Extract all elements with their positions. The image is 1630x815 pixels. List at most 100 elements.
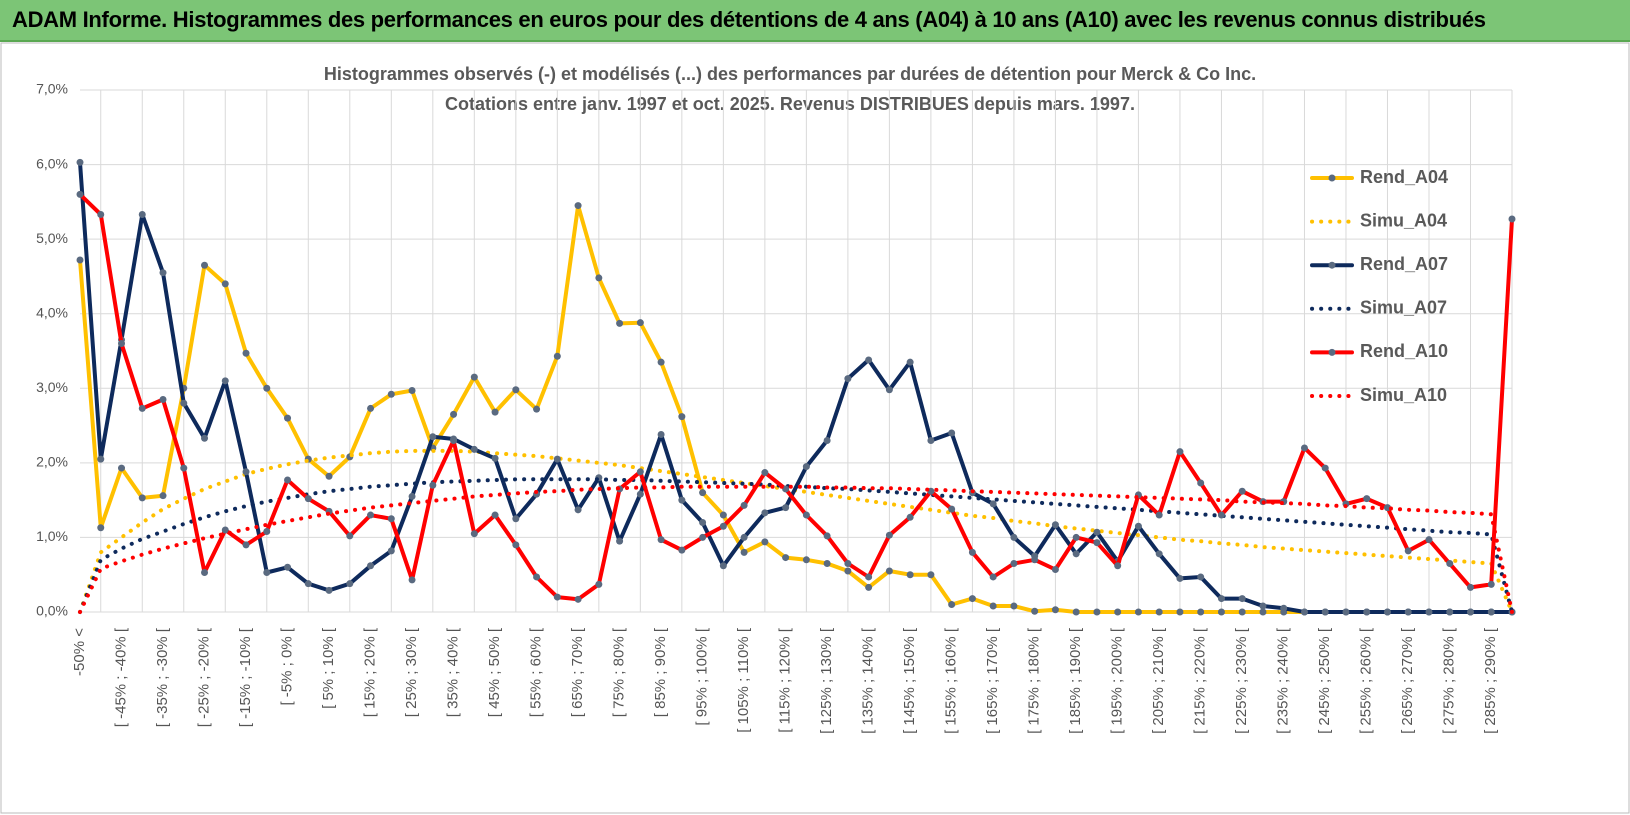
data-point bbox=[989, 573, 997, 581]
data-point bbox=[159, 269, 167, 277]
legend-label: Simu_A04 bbox=[1360, 210, 1447, 230]
data-point bbox=[1342, 608, 1350, 616]
data-point bbox=[1155, 511, 1163, 519]
data-point bbox=[408, 387, 416, 395]
data-point bbox=[429, 433, 437, 441]
data-point bbox=[678, 496, 686, 504]
y-tick-label: 7,0% bbox=[36, 81, 68, 97]
data-point bbox=[844, 560, 852, 568]
y-tick-label: 5,0% bbox=[36, 230, 68, 246]
x-tick-label: [ 195% ; 200% [ bbox=[1109, 627, 1126, 734]
data-point bbox=[450, 436, 458, 444]
data-point bbox=[1280, 604, 1288, 612]
data-point bbox=[802, 556, 810, 564]
data-point bbox=[97, 211, 105, 219]
x-tick-label: [ 175% ; 180% [ bbox=[1026, 627, 1043, 734]
data-point bbox=[180, 399, 188, 407]
data-point bbox=[865, 573, 873, 581]
data-point bbox=[948, 505, 956, 513]
data-point bbox=[242, 468, 250, 476]
data-point bbox=[1010, 533, 1018, 541]
data-point bbox=[865, 583, 873, 591]
data-point bbox=[761, 469, 769, 477]
data-point bbox=[802, 463, 810, 471]
data-point bbox=[242, 349, 250, 357]
y-tick-label: 4,0% bbox=[36, 304, 68, 320]
data-point bbox=[948, 429, 956, 437]
data-point bbox=[367, 404, 375, 412]
data-point bbox=[719, 522, 727, 530]
data-point bbox=[719, 511, 727, 519]
chart: Histogrammes observés (-) et modélisés (… bbox=[0, 42, 1630, 814]
data-point bbox=[1300, 444, 1308, 452]
data-point bbox=[885, 531, 893, 539]
data-point bbox=[221, 377, 229, 385]
x-tick-label: [ 85% ; 90% [ bbox=[652, 627, 669, 717]
data-point bbox=[1197, 608, 1205, 616]
data-point bbox=[76, 190, 84, 198]
data-point bbox=[387, 515, 395, 523]
data-point bbox=[865, 356, 873, 364]
data-point bbox=[1197, 479, 1205, 487]
data-point bbox=[76, 256, 84, 264]
x-tick-label: [ 265% ; 270% [ bbox=[1399, 627, 1416, 734]
x-tick-label: [ 135% ; 140% [ bbox=[860, 627, 877, 734]
data-point bbox=[553, 455, 561, 463]
legend-label: Rend_A10 bbox=[1360, 341, 1448, 361]
data-point bbox=[470, 373, 478, 381]
data-point bbox=[1155, 550, 1163, 558]
data-point bbox=[1238, 487, 1246, 495]
data-point bbox=[1072, 550, 1080, 558]
data-point bbox=[989, 500, 997, 508]
data-point bbox=[844, 567, 852, 575]
data-point bbox=[1321, 464, 1329, 472]
data-point bbox=[201, 568, 209, 576]
x-tick-label: [ -25% ; -20% [ bbox=[195, 627, 212, 727]
data-point bbox=[1155, 608, 1163, 616]
data-point bbox=[1093, 608, 1101, 616]
data-point bbox=[1508, 215, 1516, 223]
data-point bbox=[740, 533, 748, 541]
x-tick-label: [ 55% ; 60% [ bbox=[528, 627, 545, 717]
data-point bbox=[201, 434, 209, 442]
x-tick-label: [ 125% ; 130% [ bbox=[818, 627, 835, 734]
data-point bbox=[989, 602, 997, 610]
observed-line bbox=[78, 160, 1514, 614]
data-point bbox=[470, 445, 478, 453]
x-tick-label: [ 15% ; 20% [ bbox=[362, 627, 379, 717]
legend-marker bbox=[1328, 348, 1336, 356]
data-point bbox=[1466, 583, 1474, 591]
observed-line bbox=[78, 192, 1514, 602]
x-tick-label: [ 45% ; 50% [ bbox=[486, 627, 503, 717]
data-point bbox=[823, 436, 831, 444]
data-point bbox=[263, 527, 271, 535]
data-point bbox=[782, 504, 790, 512]
data-point bbox=[906, 513, 914, 521]
data-point bbox=[1363, 608, 1371, 616]
data-point bbox=[823, 532, 831, 540]
data-point bbox=[1010, 602, 1018, 610]
legend-label: Rend_A04 bbox=[1360, 167, 1448, 187]
data-point bbox=[408, 576, 416, 584]
data-point bbox=[699, 519, 707, 527]
x-tick-label: [ 285% ; 290% [ bbox=[1482, 627, 1499, 734]
data-point bbox=[491, 511, 499, 519]
data-point bbox=[1010, 560, 1018, 568]
observed-line bbox=[78, 203, 1514, 614]
data-point bbox=[968, 548, 976, 556]
model-line bbox=[78, 477, 1514, 614]
data-point bbox=[595, 580, 603, 588]
data-point bbox=[325, 586, 333, 594]
data-point bbox=[1446, 560, 1454, 568]
model-line bbox=[78, 448, 1514, 614]
data-point bbox=[968, 595, 976, 603]
x-tick-label: [ 245% ; 250% [ bbox=[1316, 627, 1333, 734]
y-tick-label: 0,0% bbox=[36, 603, 68, 619]
data-point bbox=[574, 202, 582, 210]
y-tick-label: 2,0% bbox=[36, 454, 68, 470]
data-point bbox=[802, 511, 810, 519]
data-point bbox=[1404, 547, 1412, 555]
chart-title: Histogrammes observés (-) et modélisés (… bbox=[324, 64, 1256, 84]
x-tick-label: [ 75% ; 80% [ bbox=[611, 627, 628, 717]
legend-label: Simu_A10 bbox=[1360, 385, 1447, 405]
